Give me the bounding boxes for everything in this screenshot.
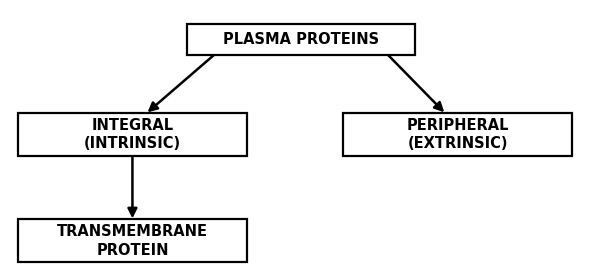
FancyBboxPatch shape — [187, 24, 415, 55]
Text: TRANSMEMBRANE
PROTEIN: TRANSMEMBRANE PROTEIN — [57, 224, 208, 258]
Text: INTEGRAL
(INTRINSIC): INTEGRAL (INTRINSIC) — [84, 118, 181, 152]
FancyBboxPatch shape — [343, 113, 572, 156]
FancyBboxPatch shape — [18, 219, 247, 262]
Text: PLASMA PROTEINS: PLASMA PROTEINS — [223, 32, 379, 47]
FancyBboxPatch shape — [18, 113, 247, 156]
Text: PERIPHERAL
(EXTRINSIC): PERIPHERAL (EXTRINSIC) — [406, 118, 509, 152]
